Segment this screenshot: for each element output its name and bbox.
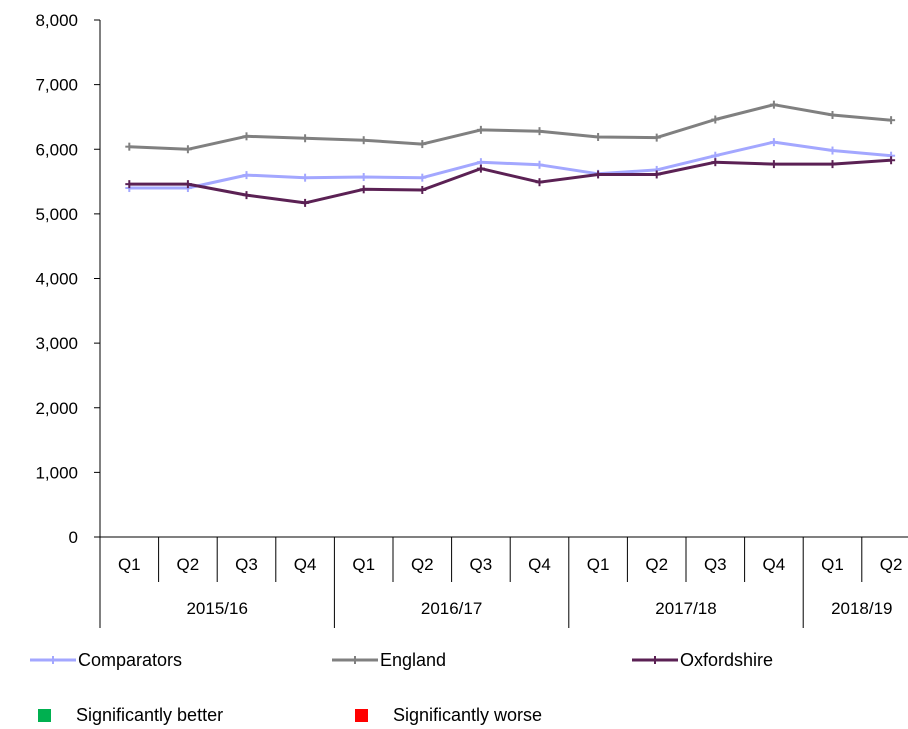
y-tick-label: 4,000: [35, 270, 78, 289]
x-group-label: 2016/17: [421, 599, 482, 618]
x-group-label: 2018/19: [831, 599, 892, 618]
x-group-label: 2017/18: [655, 599, 716, 618]
x-tick-label: Q4: [528, 555, 551, 574]
y-tick-label: 1,000: [35, 463, 78, 482]
x-tick-label: Q3: [470, 555, 493, 574]
significance-label: Significantly worse: [393, 705, 542, 725]
legend: Comparators England Oxfordshire: [30, 650, 773, 670]
x-tick-label: Q2: [645, 555, 668, 574]
series-layer: [125, 100, 896, 207]
oxfordshire-series-line: [129, 158, 892, 205]
x-axis: Q1 Q2 Q3 Q4 Q1 Q2 Q3 Q4 Q1 Q2 Q3 Q4 Q1 Q2 2015/16 2016/…: [99, 536, 908, 628]
england-series-line: [129, 103, 892, 151]
significance-swatch: [38, 709, 51, 722]
y-tick-label: 7,000: [35, 76, 78, 95]
y-tick-label: 3,000: [35, 334, 78, 353]
x-tick-label: Q1: [352, 555, 375, 574]
significance-legend: Significantly better Significantly worse: [38, 705, 542, 725]
x-tick-label: Q2: [880, 555, 903, 574]
y-tick-label: 0: [69, 528, 78, 547]
x-tick-label: Q2: [411, 555, 434, 574]
significance-label: Significantly better: [76, 705, 223, 725]
x-tick-label: Q3: [704, 555, 727, 574]
y-tick-label: 6,000: [35, 140, 78, 159]
x-tick-label: Q1: [821, 555, 844, 574]
y-tick-label: 8,000: [35, 11, 78, 30]
x-tick-label: Q1: [587, 555, 610, 574]
comparators-series-line: [129, 140, 892, 190]
significance-swatch: [355, 709, 368, 722]
x-tick-label: Q2: [177, 555, 200, 574]
x-tick-label: Q1: [118, 555, 141, 574]
legend-label: Oxfordshire: [680, 650, 773, 670]
legend-label: England: [380, 650, 446, 670]
x-group-label: 2015/16: [186, 599, 247, 618]
y-tick-label: 2,000: [35, 399, 78, 418]
x-tick-label: Q4: [763, 555, 786, 574]
y-axis: 0 1,000 2,000 3,000 4,000 5,000 6,000 7,000 8,00…: [35, 11, 101, 547]
x-tick-label: Q4: [294, 555, 317, 574]
y-tick-label: 5,000: [35, 205, 78, 224]
x-tick-label: Q3: [235, 555, 258, 574]
legend-label: Comparators: [78, 650, 182, 670]
